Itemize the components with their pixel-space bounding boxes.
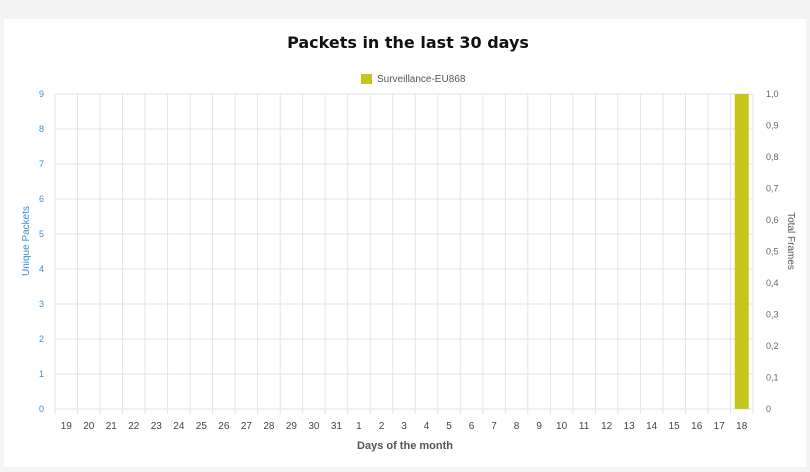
x-tick-label: 23 [151,421,163,432]
x-tick-label: 9 [536,421,542,432]
right-tick-label: 0 [766,404,771,414]
x-tick-label: 5 [446,421,452,432]
x-tick-label: 28 [263,421,275,432]
legend-swatch [361,74,372,84]
grid [54,93,754,414]
x-tick-label: 15 [669,421,681,432]
x-tick-label: 7 [491,421,497,432]
x-tick-label: 29 [286,421,298,432]
right-tick-label: 0,9 [766,121,779,131]
left-axis-title: Unique Packets [21,206,32,276]
left-tick-label: 3 [39,299,44,309]
legend[interactable]: Surveillance-EU868 [361,74,466,85]
x-tick-label: 1 [356,421,362,432]
x-tick-label: 26 [218,421,230,432]
x-tick-label: 10 [556,421,568,432]
x-axis-ticks: 19 20 21 22 23 24 25 26 27 28 29 30 31 1 2 3 4 5 6 7 8 9 10 11 1… [61,421,748,432]
left-tick-label: 5 [39,229,44,239]
right-axis-ticks: 0 0,1 0,2 0,3 0,4 0,5 0,6 0,7 0,8 0,9 1,0 [766,89,779,414]
right-tick-label: 0,3 [766,310,779,320]
right-tick-label: 0,2 [766,341,779,351]
x-tick-label: 6 [469,421,475,432]
bar-18[interactable] [734,94,749,409]
x-tick-label: 8 [514,421,520,432]
right-tick-label: 0,5 [766,247,779,257]
left-axis-ticks: 0 1 2 3 4 5 6 7 8 9 [39,89,44,414]
x-tick-label: 19 [61,421,73,432]
left-tick-label: 4 [39,264,44,274]
x-tick-label: 11 [579,421,590,432]
left-tick-label: 8 [39,124,44,134]
left-tick-label: 9 [39,89,44,99]
right-tick-label: 0,8 [766,152,779,162]
x-tick-label: 21 [106,421,118,432]
bars [734,94,749,409]
x-tick-label: 13 [624,421,636,432]
right-tick-label: 0,6 [766,215,779,225]
right-tick-label: 0,4 [766,278,779,288]
x-tick-label: 31 [331,421,343,432]
right-tick-label: 0,1 [766,373,779,383]
right-axis-title: Total Frames [785,212,796,270]
left-tick-label: 0 [39,404,44,414]
x-tick-label: 18 [736,421,748,432]
x-tick-label: 20 [83,421,95,432]
x-tick-label: 3 [401,421,407,432]
left-tick-label: 7 [39,159,44,169]
left-tick-label: 2 [39,334,44,344]
packets-chart: Packets in the last 30 days Surveillance… [21,33,796,452]
right-tick-label: 0,7 [766,184,779,194]
x-tick-label: 14 [646,421,658,432]
x-tick-label: 12 [601,421,613,432]
x-tick-label: 16 [691,421,703,432]
x-tick-label: 4 [424,421,430,432]
chart-card: Packets in the last 30 days Surveillance… [4,19,806,467]
x-tick-label: 17 [714,421,726,432]
x-tick-label: 2 [379,421,385,432]
x-tick-label: 25 [196,421,208,432]
chart-title: Packets in the last 30 days [287,33,529,52]
x-tick-label: 22 [128,421,140,432]
x-tick-label: 30 [308,421,320,432]
left-tick-label: 1 [39,369,44,379]
x-tick-label: 24 [173,421,185,432]
right-tick-label: 1,0 [766,89,779,99]
x-axis-title: Days of the month [357,440,453,452]
left-tick-label: 6 [39,194,44,204]
x-tick-label: 27 [241,421,253,432]
legend-label-surveillance-eu868: Surveillance-EU868 [377,74,466,85]
